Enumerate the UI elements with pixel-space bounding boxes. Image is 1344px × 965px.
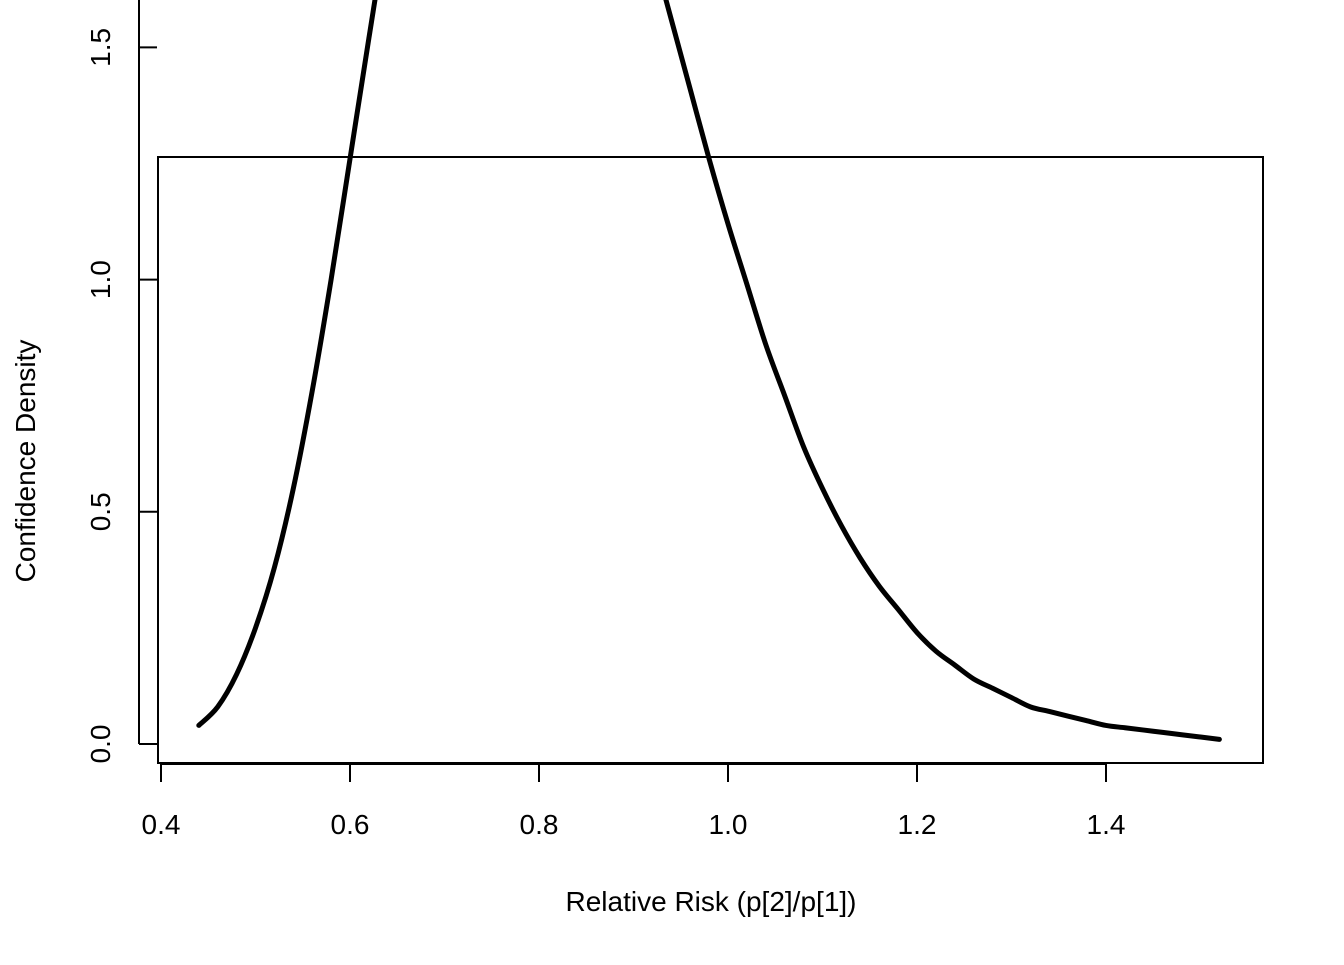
plot-frame — [157, 156, 1264, 764]
x-tick-label: 0.4 — [142, 809, 181, 840]
x-tick-label: 0.6 — [331, 809, 370, 840]
y-axis-label: Confidence Density — [10, 340, 41, 583]
y-tick-label: 0.5 — [85, 492, 116, 531]
x-tick-label: 1.0 — [709, 809, 748, 840]
y-tick-label: 0.0 — [85, 725, 116, 764]
density-curve — [196, 0, 1222, 742]
series-layer — [196, 0, 1222, 742]
x-tick-label: 1.4 — [1087, 809, 1126, 840]
x-tick-label: 0.8 — [520, 809, 559, 840]
y-axis: 0.00.51.01.52.02.5 — [85, 0, 157, 763]
x-tick-label: 1.2 — [898, 809, 937, 840]
x-axis-label: Relative Risk (p[2]/p[1]) — [566, 886, 857, 917]
y-tick-label: 1.5 — [85, 28, 116, 67]
x-axis: 0.4 0.6 0.8 1.0 1.2 1.4 — [142, 763, 1126, 840]
y-tick-label: 1.0 — [85, 260, 116, 299]
